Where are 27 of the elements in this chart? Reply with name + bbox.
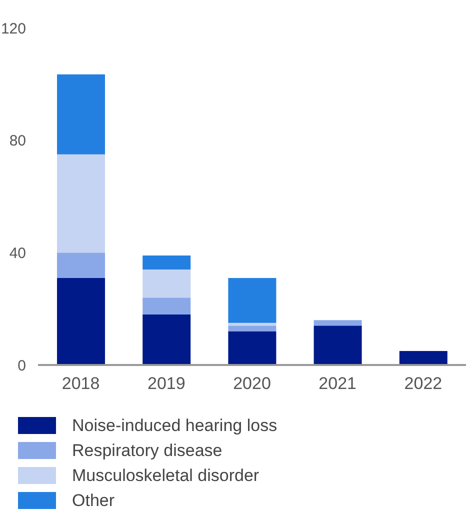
bar (142, 314, 191, 365)
bar (228, 278, 276, 323)
bar (228, 331, 276, 365)
bar (228, 326, 276, 332)
bar (314, 326, 362, 365)
x-tick-label: 2019 (147, 374, 186, 394)
bar (142, 298, 191, 314)
bar (57, 74, 105, 154)
x-tick-label: 2018 (62, 374, 100, 394)
x-tick-label: 2021 (318, 374, 357, 394)
bar (57, 252, 105, 278)
x-tick-label: 2022 (404, 374, 442, 394)
legend-label: Noise-induced hearing loss (72, 416, 278, 436)
bar (399, 350, 448, 365)
bar (314, 320, 362, 326)
y-tick-label: 40 (9, 244, 26, 262)
y-tick-label: 120 (0, 20, 26, 38)
y-tick-label: 80 (9, 132, 26, 150)
bar (57, 278, 105, 365)
bar (57, 154, 105, 253)
x-tick-label: 2020 (233, 374, 271, 394)
y-tick-label: 0 (18, 357, 26, 374)
legend-label: Respiratory disease (72, 440, 222, 460)
bar (142, 270, 191, 298)
legend-label: Other (72, 490, 115, 510)
legend-label: Musculoskeletal disorder (72, 466, 260, 486)
bar (142, 255, 191, 270)
